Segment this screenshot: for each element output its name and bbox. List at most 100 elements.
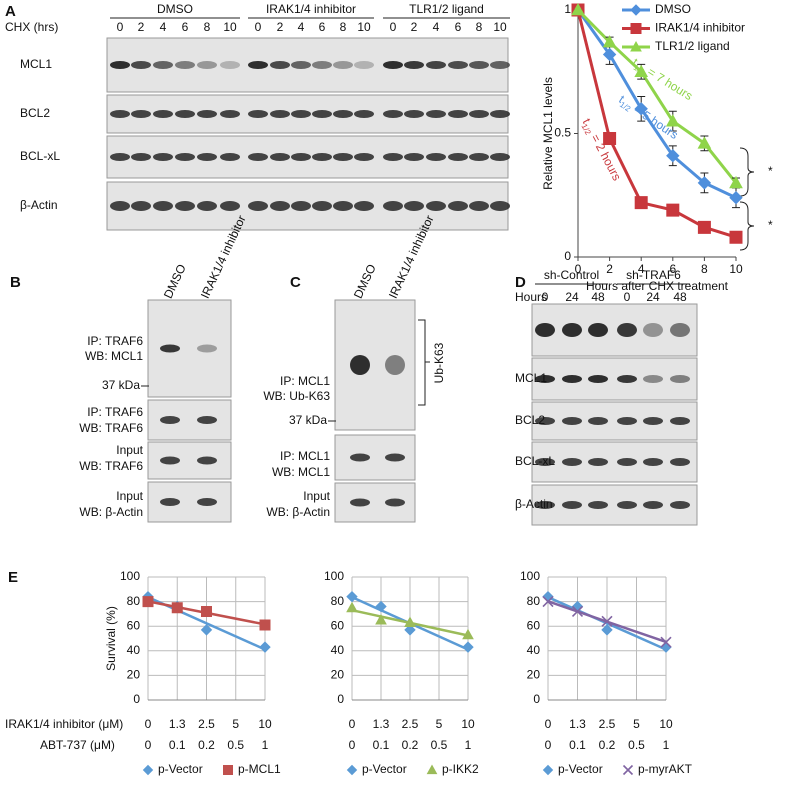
legend-label: DMSO	[655, 2, 691, 16]
x-tick-label: 0.5	[431, 738, 448, 752]
marker	[697, 136, 712, 149]
marker	[542, 590, 554, 603]
legend-marker	[630, 40, 642, 52]
band	[312, 110, 332, 118]
marker	[603, 131, 617, 145]
band	[291, 153, 311, 161]
marker	[571, 605, 584, 618]
marker	[346, 601, 358, 613]
band	[617, 501, 637, 509]
band	[383, 61, 403, 69]
panel-label: E	[8, 569, 18, 586]
x-tick-label: 2	[606, 262, 613, 276]
x-tick-label: 10	[461, 717, 475, 731]
lane-label: 2	[138, 20, 145, 34]
lane-label: 6	[319, 20, 326, 34]
legend-marker	[542, 764, 554, 776]
y-tick-label: 60	[527, 618, 541, 632]
band	[175, 201, 195, 211]
x-tick-label: 5	[436, 717, 443, 731]
marker	[571, 2, 585, 16]
marker	[660, 636, 672, 648]
band	[469, 201, 489, 211]
band	[670, 375, 690, 383]
x-tick-label: 0	[349, 738, 356, 752]
lane-label: 4	[160, 20, 167, 34]
lane-label: 2	[411, 20, 418, 34]
band	[248, 110, 268, 118]
band	[404, 61, 424, 69]
band	[448, 110, 468, 118]
blot	[531, 401, 698, 441]
band	[383, 153, 403, 161]
panel-label: A	[5, 3, 16, 20]
bracket	[418, 319, 430, 406]
x-tick-label: 5	[633, 717, 640, 731]
band	[291, 61, 311, 69]
band	[197, 456, 217, 465]
y-axis-label: Relative MCL1 levels	[541, 77, 555, 190]
x-tick-label: 0.1	[169, 738, 186, 752]
lane-label: 8	[476, 20, 483, 34]
marker	[697, 176, 712, 190]
lane-label: 8	[340, 20, 347, 34]
row-label: MCL1	[515, 371, 547, 385]
band	[197, 201, 217, 211]
row-label: Input	[116, 489, 143, 503]
x-tick-label: 0.2	[198, 738, 215, 752]
band	[383, 110, 403, 118]
row-label: MCL1	[20, 57, 52, 71]
y-tick-label: 100	[120, 569, 140, 583]
significance: *	[768, 218, 773, 232]
marker	[602, 47, 617, 62]
x-tick-label: 4	[638, 262, 645, 276]
treatment-label: CHX (hrs)	[5, 20, 58, 34]
marker	[200, 624, 213, 636]
band	[291, 110, 311, 118]
band	[535, 375, 555, 383]
band	[448, 61, 468, 69]
band	[333, 61, 353, 69]
x-tick-label: 1	[465, 738, 472, 752]
y-tick-label: 100	[324, 569, 344, 583]
x-tick-label: 0.1	[569, 738, 586, 752]
x-tick-label: 5	[232, 717, 239, 731]
band	[535, 323, 555, 337]
x-tick-label: 1.3	[169, 717, 186, 731]
band	[426, 201, 446, 211]
legend-label: p-Vector	[158, 762, 203, 776]
lane-label: 0	[390, 20, 397, 34]
row-label: WB: TRAF6	[79, 459, 143, 473]
band	[588, 501, 608, 509]
band	[333, 153, 353, 161]
y-tick-label: 20	[527, 668, 541, 682]
band	[588, 417, 608, 425]
mw-marker: 37 kDa	[289, 413, 327, 427]
column-header: DMSO	[351, 262, 379, 301]
annotation-text: t	[630, 55, 641, 69]
band	[643, 375, 663, 383]
x-tick-label: 10	[729, 262, 743, 276]
row-label: IP: MCL1	[280, 374, 330, 388]
brace	[739, 201, 755, 251]
band	[220, 201, 240, 211]
panel-label: D	[515, 274, 526, 291]
legend-marker	[223, 765, 233, 775]
lane-label: 2	[277, 20, 284, 34]
band	[270, 153, 290, 161]
y-tick-label: 80	[127, 594, 141, 608]
x-tick-label: 1	[663, 738, 670, 752]
band	[354, 153, 374, 161]
band	[469, 110, 489, 118]
band	[197, 61, 217, 69]
y-tick-label: 20	[331, 668, 345, 682]
band	[535, 417, 555, 425]
row-label: BCL2	[515, 413, 545, 427]
band	[588, 375, 608, 383]
x-axis-label: IRAK1/4 inhibitor (μM)	[5, 717, 123, 731]
row-label: WB: TRAF6	[79, 421, 143, 435]
bracket-label: Ub-K63	[432, 342, 446, 383]
marker	[634, 102, 648, 116]
band	[270, 110, 290, 118]
